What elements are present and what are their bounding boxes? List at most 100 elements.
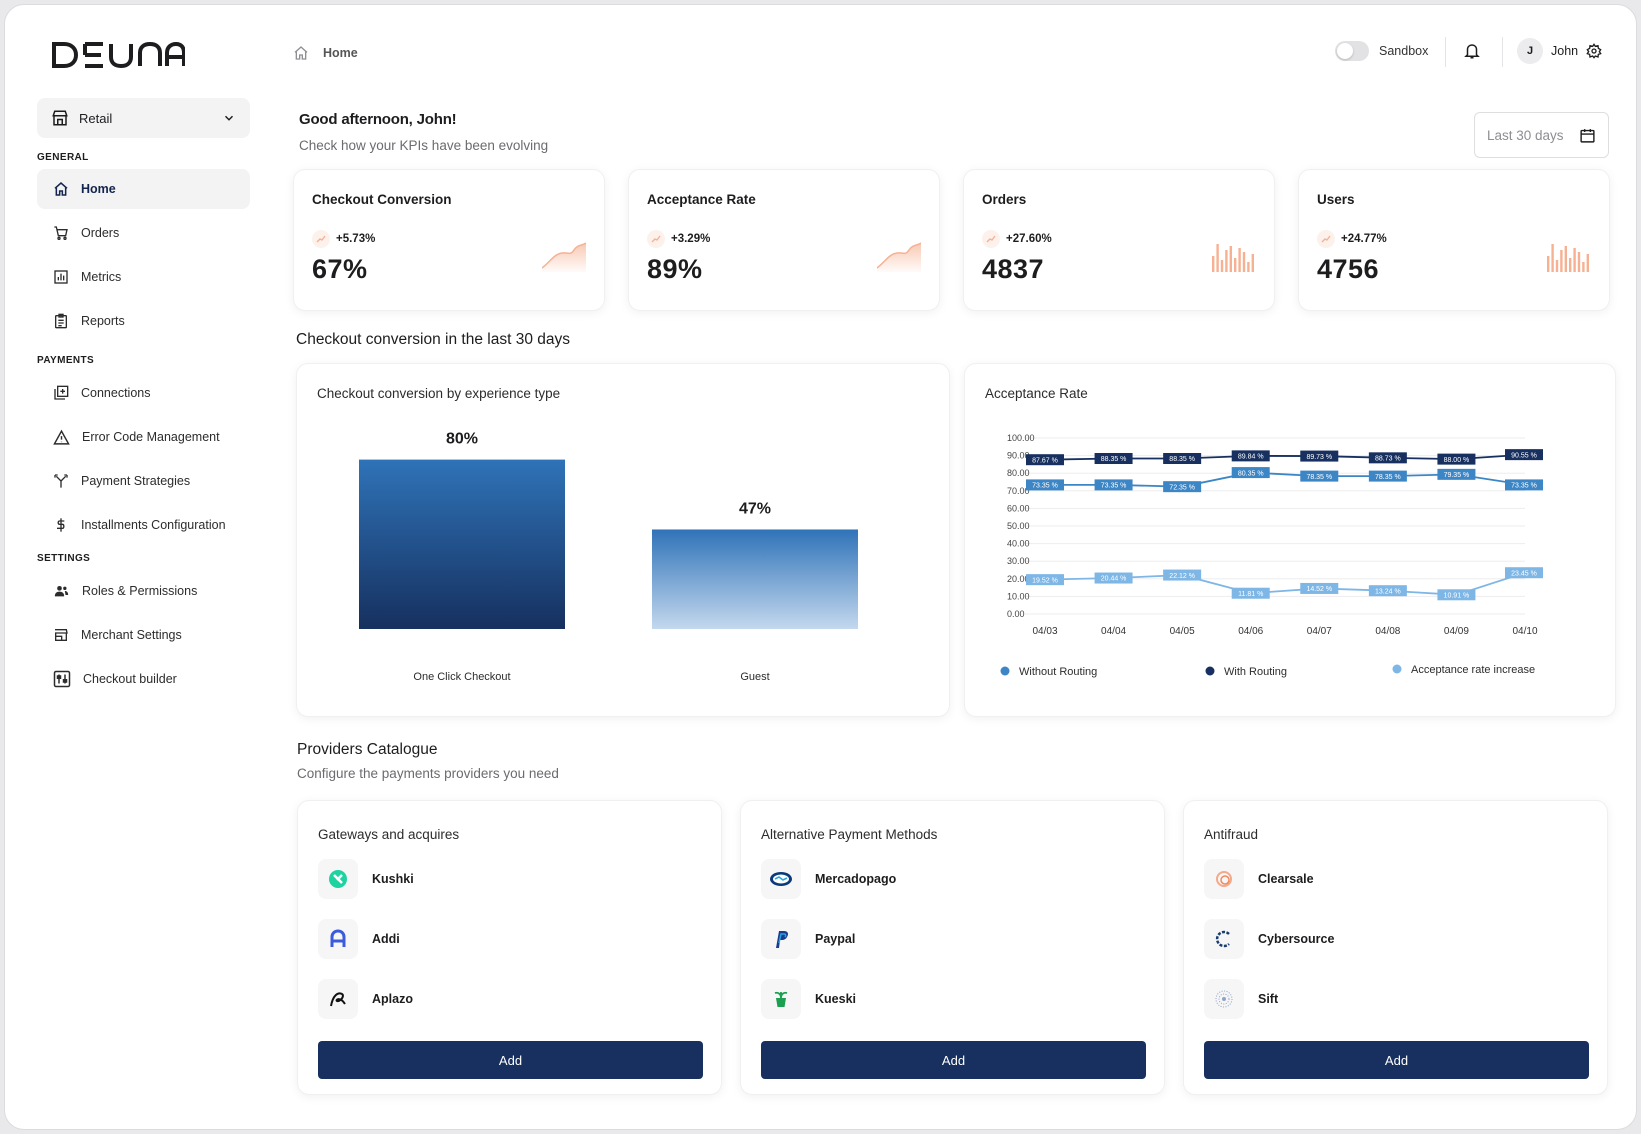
data-label: 73.35 %	[1511, 483, 1537, 490]
data-point-1-2[interactable]	[1163, 481, 1202, 493]
legend-label[interactable]: With Routing	[1224, 666, 1287, 678]
sidebar-item-error-codes[interactable]: Error Code Management	[37, 417, 250, 457]
sidebar-item-roles[interactable]: Roles & Permissions	[37, 571, 250, 611]
kpi-card[interactable]: Users +24.77% 4756	[1298, 169, 1610, 311]
sandbox-toggle[interactable]	[1335, 41, 1369, 61]
provider-item[interactable]: Clearsale	[1204, 859, 1314, 899]
storefront-icon	[55, 629, 68, 641]
data-point-0-7[interactable]	[1505, 449, 1543, 461]
store-selector[interactable]: Retail	[37, 98, 250, 138]
data-point-1-3[interactable]	[1231, 467, 1270, 479]
x-tick-label: 04/06	[1238, 626, 1263, 637]
data-point-1-4[interactable]	[1300, 470, 1339, 482]
breadcrumb-current: Home	[323, 46, 358, 60]
data-label: 23.45 %	[1511, 570, 1537, 577]
data-point-1-6[interactable]	[1437, 468, 1476, 480]
bell-icon[interactable]	[1463, 42, 1481, 65]
kpi-card[interactable]: Checkout Conversion +5.73% 67%	[293, 169, 605, 311]
provider-item[interactable]: Paypal	[761, 919, 855, 959]
bar-chart-icon	[54, 270, 68, 284]
data-point-0-0[interactable]	[1026, 454, 1064, 466]
data-point-0-2[interactable]	[1163, 453, 1202, 465]
provider-item[interactable]: Sift	[1204, 979, 1278, 1019]
sidebar-item-connections[interactable]: Connections	[37, 373, 250, 413]
sidebar-item-merchant-settings[interactable]: Merchant Settings	[37, 615, 250, 655]
app-window: Retail GENERAL Home Orders Metrics Repor…	[4, 4, 1637, 1130]
x-tick-label: 04/10	[1512, 626, 1537, 637]
legend-label[interactable]: Without Routing	[1019, 666, 1097, 678]
x-tick-label: 04/03	[1032, 626, 1057, 637]
kushki-logo-icon	[318, 859, 358, 899]
kpi-value: 89%	[647, 254, 703, 284]
bar-2[interactable]	[652, 529, 858, 629]
provider-item[interactable]: Mercadopago	[761, 859, 896, 899]
provider-item[interactable]: Addi	[318, 919, 400, 959]
data-point-0-4[interactable]	[1300, 450, 1339, 462]
data-point-1-5[interactable]	[1368, 470, 1407, 482]
data-point-0-1[interactable]	[1094, 453, 1133, 465]
kpi-card[interactable]: Orders +27.60% 4837	[963, 169, 1275, 311]
data-point-2-4[interactable]	[1300, 582, 1339, 594]
mercadopago-logo-icon	[761, 859, 801, 899]
home-icon[interactable]	[293, 45, 309, 61]
add-gateway-button[interactable]: Add	[318, 1041, 703, 1079]
sliders-icon	[53, 670, 71, 688]
y-tick-label: 90.00	[1007, 451, 1030, 461]
data-point-1-0[interactable]	[1026, 479, 1064, 491]
greeting-title: Good afternoon, John!	[299, 111, 457, 128]
data-point-1-7[interactable]	[1505, 479, 1543, 491]
kpi-delta-value: +3.29%	[671, 233, 711, 245]
sidebar-item-checkout-builder[interactable]: Checkout builder	[37, 659, 250, 699]
sidebar-item-home[interactable]: Home	[37, 169, 250, 209]
sift-logo-icon	[1204, 979, 1244, 1019]
data-point-0-6[interactable]	[1437, 453, 1476, 465]
sidebar-item-orders[interactable]: Orders	[37, 213, 250, 253]
data-label: 10.91 %	[1444, 592, 1470, 599]
add-antifraud-button[interactable]: Add	[1204, 1041, 1589, 1079]
sidebar-item-metrics[interactable]: Metrics	[37, 257, 250, 297]
data-point-0-3[interactable]	[1231, 450, 1270, 462]
kpi-card[interactable]: Acceptance Rate +3.29% 89%	[628, 169, 940, 311]
sidebar-item-label: Home	[81, 182, 116, 196]
data-point-2-5[interactable]	[1368, 585, 1407, 597]
kpi-delta: +5.73%	[312, 230, 375, 248]
data-point-0-5[interactable]	[1368, 452, 1407, 464]
provider-group-title: Gateways and acquires	[318, 827, 460, 842]
x-tick-label: 04/08	[1375, 626, 1400, 637]
provider-name: Mercadopago	[815, 872, 897, 886]
date-range-picker[interactable]: Last 30 days	[1474, 112, 1609, 158]
provider-item[interactable]: Aplazo	[318, 979, 413, 1019]
conversion-section-title: Checkout conversion in the last 30 days	[296, 331, 570, 348]
avatar: J	[1517, 38, 1543, 64]
clipboard-icon	[55, 313, 67, 329]
bar-1[interactable]	[359, 459, 565, 629]
data-point-2-1[interactable]	[1094, 572, 1133, 584]
x-tick-label: 04/05	[1170, 626, 1195, 637]
deuna-logo[interactable]	[51, 41, 186, 74]
kpi-delta: +27.60%	[982, 230, 1052, 248]
provider-item[interactable]: Kueski	[761, 979, 856, 1019]
sidebar-item-label: Merchant Settings	[81, 628, 182, 642]
sidebar-item-installments[interactable]: Installments Configuration	[37, 505, 250, 545]
legend-label[interactable]: Acceptance rate increase	[1411, 664, 1535, 676]
data-point-1-1[interactable]	[1094, 479, 1133, 491]
data-label: 80.35 %	[1238, 470, 1264, 477]
bar-category-label: One Click Checkout	[413, 671, 510, 683]
sidebar-item-reports[interactable]: Reports	[37, 301, 250, 341]
clearsale-logo-icon	[1204, 859, 1244, 899]
user-menu[interactable]: J John	[1517, 38, 1602, 64]
gear-icon[interactable]	[1586, 43, 1602, 59]
data-point-2-6[interactable]	[1437, 589, 1476, 601]
provider-name: Aplazo	[372, 992, 413, 1006]
data-label: 88.35 %	[1169, 456, 1195, 463]
data-point-2-2[interactable]	[1163, 569, 1202, 581]
y-tick-label: 0.00	[1007, 609, 1025, 619]
add-apm-button[interactable]: Add	[761, 1041, 1146, 1079]
providers-subtitle: Configure the payments providers you nee…	[297, 766, 559, 781]
data-point-2-3[interactable]	[1231, 587, 1270, 599]
provider-item[interactable]: Cybersource	[1204, 919, 1334, 959]
sidebar-item-payment-strategies[interactable]: Payment Strategies	[37, 461, 250, 501]
provider-item[interactable]: Kushki	[318, 859, 414, 899]
data-point-2-0[interactable]	[1026, 574, 1064, 586]
data-point-2-7[interactable]	[1505, 567, 1543, 579]
